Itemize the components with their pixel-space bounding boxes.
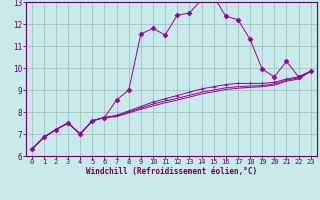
X-axis label: Windchill (Refroidissement éolien,°C): Windchill (Refroidissement éolien,°C)	[86, 167, 257, 176]
